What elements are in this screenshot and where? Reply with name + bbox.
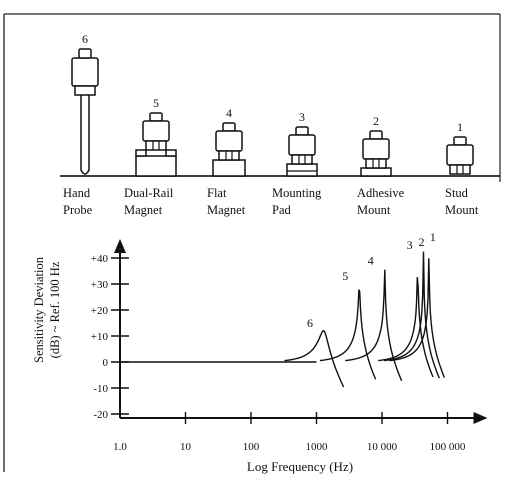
sensor-housing (288, 134, 316, 156)
x-tick-label: 1000 (306, 441, 329, 453)
x-axis-label: Log Frequency (Hz) (247, 459, 353, 474)
mount-label-line-2: Mount (445, 203, 479, 217)
hex-base (449, 164, 471, 175)
curve-label: 3 (407, 238, 413, 252)
mounts-layer: 1 Stud Mount 2 Adhesive Mount 3 Mounting Pad 4 Fla… (63, 32, 479, 217)
response-curve-1 (389, 258, 446, 378)
mount-number: 2 (373, 114, 379, 128)
mount-label-line-1: Hand (63, 186, 91, 200)
response-curve-6 (284, 330, 345, 388)
mount-number: 1 (457, 120, 463, 134)
curve-label: 5 (342, 269, 348, 283)
mount-label-line-1: Flat (207, 186, 227, 200)
mount-label-line-1: Adhesive (357, 186, 405, 200)
x-axis-arrowhead (473, 412, 488, 424)
frequency-response-chart: Sensitivity Deviation (dB) ~ Ref. 100 Hz… (32, 230, 488, 474)
connector (149, 112, 163, 122)
y-tick-label: +10 (91, 331, 109, 343)
connector (369, 130, 383, 140)
connector (453, 136, 467, 146)
mount-stud: 1 Stud Mount (445, 120, 479, 217)
mount-number: 4 (226, 106, 232, 120)
axes-layer: +40 +30 +20 +10 0 -10 -20 1.0 10 100 1000 10 000 100… (91, 239, 488, 453)
hex-base (291, 154, 313, 165)
magnet-rail (165, 149, 177, 157)
hex-base (365, 158, 387, 169)
hex-base (74, 85, 96, 96)
mount-label-line-1: Mounting (272, 186, 322, 200)
response-curve-3 (378, 277, 434, 378)
y-tick-label: 0 (103, 357, 109, 369)
sensor-housing (362, 138, 390, 160)
magnet-rail (135, 149, 147, 157)
mount-adhesive: 2 Adhesive Mount (357, 114, 405, 217)
probe-tip (80, 93, 90, 175)
x-tick-label: 10 000 (367, 441, 398, 453)
mount-label-line-2: Probe (63, 203, 93, 217)
sensor-housing (446, 144, 474, 166)
mounting-pad (286, 163, 318, 177)
mount-label-line-2: Magnet (207, 203, 246, 217)
response-curve-2 (384, 251, 440, 379)
sensor-housing (71, 57, 99, 87)
y-tick-label: +30 (91, 279, 109, 291)
sensor-housing (215, 130, 243, 152)
mount-flat: 4 Flat Magnet (207, 106, 246, 217)
response-curve-4 (345, 269, 403, 382)
connector (78, 48, 92, 59)
x-tick-label: 100 000 (430, 441, 466, 453)
mount-label-line-2: Mount (357, 203, 391, 217)
mount-number: 3 (299, 110, 305, 124)
x-tick-label: 100 (243, 441, 260, 453)
y-tick-label: -10 (93, 383, 108, 395)
connector (222, 122, 236, 132)
mount-pad: 3 Mounting Pad (272, 110, 322, 217)
curves-layer: 6 5 4 3 2 1 (120, 230, 446, 388)
curve-label: 6 (307, 316, 313, 330)
hex-base (218, 150, 240, 161)
x-tick-label: 1.0 (113, 441, 127, 453)
x-tick-label: 10 (180, 441, 192, 453)
y-axis-label-line-1: Sensitivity Deviation (32, 256, 46, 363)
mount-label-line-2: Pad (272, 203, 292, 217)
connector (295, 126, 309, 136)
mount-number: 5 (153, 96, 159, 110)
flat-magnet (212, 159, 246, 177)
mount-label-line-2: Magnet (124, 203, 163, 217)
curve-label: 4 (368, 253, 374, 267)
sensor-housing (142, 120, 170, 142)
dual-rail-magnet (135, 155, 177, 177)
adhesive-base (360, 167, 392, 177)
curve-label: 1 (430, 230, 436, 244)
y-tick-label: -20 (93, 409, 108, 421)
y-axis-label: Sensitivity Deviation (dB) ~ Ref. 100 Hz (32, 256, 62, 363)
mount-dualrail: 5 Dual-Rail Magnet (124, 96, 177, 217)
y-tick-label: +20 (91, 305, 109, 317)
response-curve-5 (319, 289, 377, 380)
y-axis-arrowhead (114, 239, 126, 253)
y-axis-label-line-2: (dB) ~ Ref. 100 Hz (48, 261, 62, 358)
mount-probe: 6 Hand Probe (63, 32, 99, 217)
curve-label: 2 (418, 235, 424, 249)
mount-label-line-1: Stud (445, 186, 469, 200)
y-tick-label: +40 (91, 253, 109, 265)
mount-number: 6 (82, 32, 88, 46)
mount-label-line-1: Dual-Rail (124, 186, 174, 200)
hex-base (145, 140, 167, 151)
